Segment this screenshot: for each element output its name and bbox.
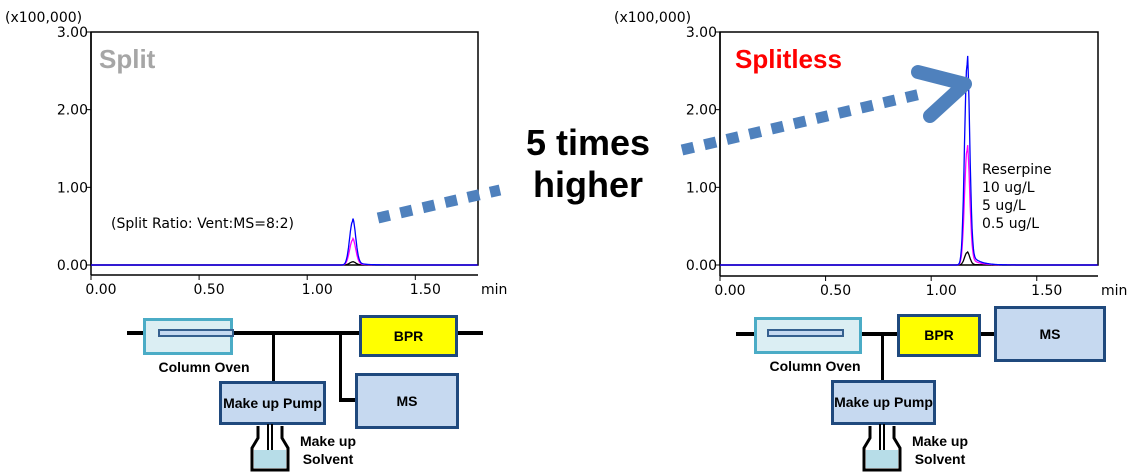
bpr-box: BPR	[359, 315, 458, 357]
y-tick-label: 1.00	[57, 180, 88, 196]
main-pipe	[127, 331, 483, 335]
legend-title: Reserpine	[982, 162, 1052, 178]
solvent-label: Make up Solvent	[299, 433, 356, 467]
comparison-text: 5 times higher	[478, 122, 698, 206]
y-tick-label: 3.00	[686, 25, 717, 41]
x-axis-label: min	[1101, 283, 1127, 299]
ms-pipe	[339, 333, 342, 401]
y-tick-label: 0.00	[57, 258, 88, 274]
comparison-line2: higher	[532, 164, 643, 205]
column-oven-label: Column Oven	[158, 359, 250, 375]
legend-entry: 5 ug/L	[982, 198, 1026, 214]
y-tick-label: 0.00	[686, 258, 717, 274]
ms-box: MS	[994, 306, 1106, 362]
x-tick-label: 0.00	[714, 283, 745, 299]
pump-pipe	[272, 333, 275, 383]
y-tick-label: 3.00	[57, 25, 88, 41]
x-axis-label: min	[481, 282, 507, 298]
x-tick-label: 0.50	[820, 283, 851, 299]
main-pipe	[736, 332, 996, 336]
chart-title: Split	[99, 44, 156, 74]
legend-entry: 10 ug/L	[982, 180, 1035, 196]
solvent-label: Make up Solvent	[911, 433, 968, 467]
series-line	[720, 250, 1098, 266]
x-tick-label: 1.50	[1031, 283, 1062, 299]
chart-title: Splitless	[735, 44, 842, 74]
comparison-line1: 5 times	[525, 122, 651, 163]
x-tick-label: 0.50	[194, 282, 225, 298]
comparison-arrow	[376, 65, 972, 224]
x-tick-label: 1.00	[302, 282, 333, 298]
solvent-bottle-icon	[862, 424, 902, 472]
series-line	[91, 218, 478, 266]
pump-box: Make up Pump	[219, 381, 326, 425]
column	[767, 329, 844, 337]
solvent-bottle-icon	[250, 424, 290, 472]
y-tick-label: 2.00	[57, 103, 88, 119]
pump-box: Make up Pump	[831, 380, 936, 425]
x-tick-label: 1.00	[926, 283, 957, 299]
y-axis-label: (x100,000)	[5, 10, 82, 26]
column-oven-label: Column Oven	[769, 358, 861, 374]
legend-entry: 0.5 ug/L	[982, 216, 1039, 232]
chart-split: 0.00 1.00 2.00 3.00 0.00 0.50 1.00 1.50 min (x100…	[5, 10, 507, 298]
chart-splitless: 0.00 1.00 2.00 3.00 0.00 0.50 1.00 1.50 min (x100…	[614, 10, 1127, 299]
split-ratio-annotation: (Split Ratio: Vent:MS=8:2)	[111, 216, 294, 232]
bpr-box: BPR	[897, 314, 981, 357]
ms-box: MS	[355, 373, 459, 429]
column	[158, 329, 234, 337]
ms-pipe-h	[339, 398, 357, 402]
y-tick-label: 1.00	[686, 180, 717, 196]
series-line	[720, 55, 1098, 266]
x-tick-label: 0.00	[85, 282, 116, 298]
pump-pipe	[881, 334, 884, 382]
y-tick-label: 2.00	[686, 103, 717, 119]
y-axis-label: (x100,000)	[614, 10, 691, 26]
charts-canvas: 0.00 1.00 2.00 3.00 0.00 0.50 1.00 1.50 min (x100…	[5, 10, 1127, 299]
x-tick-label: 1.50	[410, 282, 441, 298]
series-line	[91, 236, 478, 266]
